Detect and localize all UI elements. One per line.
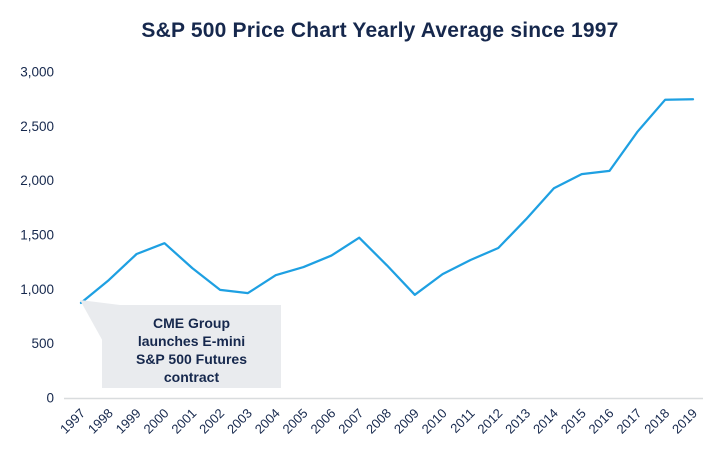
price-line-series <box>79 98 695 305</box>
x-axis-tick-label: 2001 <box>168 406 199 437</box>
x-axis-tick-label: 2004 <box>252 406 283 437</box>
callout-line: contract <box>164 369 220 385</box>
y-axis-tick-label: 0 <box>46 391 54 406</box>
chart-title: S&P 500 Price Chart Yearly Average since… <box>141 19 619 42</box>
y-axis-tick-label: 2,000 <box>20 173 54 188</box>
callout-line: launches E-mini <box>138 333 245 349</box>
x-axis-tick-label: 2015 <box>558 406 589 437</box>
x-axis-tick-label: 2000 <box>141 406 172 437</box>
x-axis-tick-label: 1999 <box>113 406 144 437</box>
y-axis-tick-label: 1,500 <box>20 228 54 243</box>
x-axis-tick-label: 2014 <box>530 406 561 437</box>
x-axis-tick-label: 2009 <box>391 406 422 437</box>
x-axis-tick-label: 1997 <box>57 406 88 437</box>
x-axis-tick-label: 2013 <box>502 406 533 437</box>
callout-annotation: CME Group launches E-mini S&P 500 Future… <box>80 300 281 388</box>
x-axis-tick-labels: 1997199819992000200120022003200420052006… <box>57 406 700 437</box>
x-axis-tick-label: 2018 <box>641 406 672 437</box>
x-axis-tick-label: 2002 <box>196 406 227 437</box>
x-axis-tick-label: 2008 <box>363 406 394 437</box>
callout-line: CME Group <box>153 315 230 331</box>
y-axis-tick-label: 3,000 <box>20 65 54 80</box>
x-axis-tick-label: 2005 <box>280 406 311 437</box>
x-axis-tick-label: 2010 <box>419 406 450 437</box>
x-axis-tick-label: 2012 <box>474 406 505 437</box>
y-axis-tick-label: 1,000 <box>20 282 54 297</box>
callout-line: S&P 500 Futures <box>136 351 247 367</box>
x-axis-tick-label: 1998 <box>85 406 116 437</box>
x-axis-tick-label: 2017 <box>613 406 644 437</box>
callout-box <box>102 305 281 388</box>
x-axis-tick-label: 2016 <box>586 406 617 437</box>
y-axis-tick-label: 500 <box>31 336 54 351</box>
y-axis-tick-label: 2,500 <box>20 119 54 134</box>
x-axis-tick-label: 2011 <box>447 406 477 436</box>
x-axis-tick-label: 2006 <box>307 406 338 437</box>
x-axis-tick-label: 2007 <box>335 406 366 437</box>
y-axis-tick-labels: 0 500 1,000 1,500 2,000 2,500 3,000 <box>20 65 54 406</box>
x-axis-tick-label: 2003 <box>224 406 255 437</box>
x-axis-tick-label: 2019 <box>669 406 700 437</box>
